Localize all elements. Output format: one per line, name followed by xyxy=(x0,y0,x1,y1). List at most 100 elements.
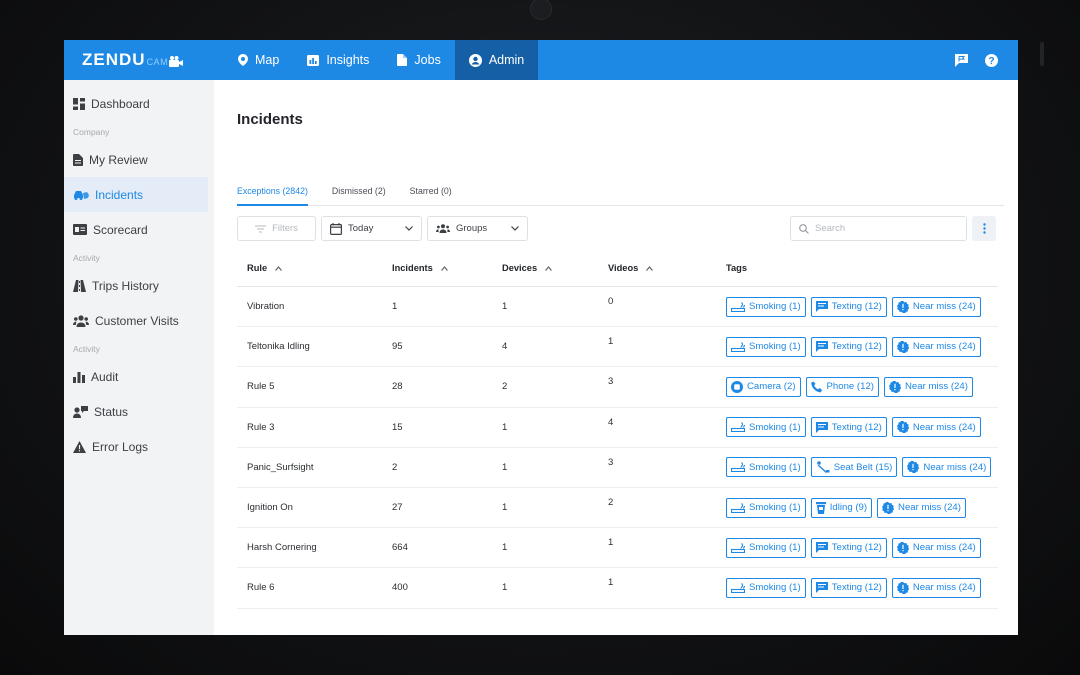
groups-select[interactable]: Groups xyxy=(427,216,528,241)
column-header-videos[interactable]: Videos xyxy=(608,263,726,273)
main-content: Incidents Exceptions (2842) Dismissed (2… xyxy=(237,80,1004,635)
tag-chip[interactable]: Smoking (1) xyxy=(726,296,806,317)
tag-label: Smoking (1) xyxy=(749,301,801,313)
nav-insights[interactable]: Insights xyxy=(293,40,383,80)
smoking-icon xyxy=(731,301,745,312)
app-logo[interactable]: ZENDU CAM xyxy=(64,40,224,80)
column-header-devices[interactable]: Devices xyxy=(502,263,608,273)
logo-brand-text: ZENDU xyxy=(82,50,146,69)
tag-chip[interactable]: Smoking (1) xyxy=(726,497,806,518)
column-header-label: Rule xyxy=(247,263,268,273)
date-range-select[interactable]: Today xyxy=(321,216,422,241)
tag-chip[interactable]: Near miss (24) xyxy=(891,577,981,598)
tag-chip[interactable]: Smoking (1) xyxy=(726,417,806,438)
texting-icon xyxy=(815,421,828,433)
incidents-cell: 28 xyxy=(392,381,403,393)
tag-chip[interactable]: Texting (12) xyxy=(810,336,887,357)
filters-button[interactable]: Filters xyxy=(237,216,316,241)
videos-cell: 4 xyxy=(608,416,614,428)
table-row[interactable]: Teltonika Idling 95 4 1 Smoking (1) Texting (… xyxy=(237,327,998,368)
tag-chip[interactable]: Texting (12) xyxy=(810,296,887,317)
page-title: Incidents xyxy=(237,111,303,128)
smoking-icon xyxy=(731,582,745,593)
help-button[interactable]: ? xyxy=(976,40,1006,80)
sidebar-item-label: Dashboard xyxy=(91,96,150,111)
tag-chip[interactable]: Texting (12) xyxy=(810,577,887,598)
sidebar: Dashboard Company My Review Incidents Sc… xyxy=(64,80,214,635)
tag-label: Smoking (1) xyxy=(749,421,801,433)
tags-cell: Smoking (1) Texting (12) Near miss (24) xyxy=(726,537,998,558)
seat-belt-icon xyxy=(816,461,830,474)
tab-exceptions[interactable]: Exceptions (2842) xyxy=(237,184,308,206)
tags-cell: Smoking (1) Texting (12) Near miss (24) xyxy=(726,417,998,438)
table-row[interactable]: Harsh Cornering 664 1 1 Smoking (1) Texting (… xyxy=(237,528,998,569)
tag-chip[interactable]: Near miss (24) xyxy=(891,537,981,558)
videos-cell: 1 xyxy=(608,577,614,589)
tag-label: Near miss (24) xyxy=(923,461,987,473)
sidebar-item-my-review[interactable]: My Review xyxy=(64,142,214,177)
user-circle-icon xyxy=(468,53,482,67)
sidebar-item-dashboard[interactable]: Dashboard xyxy=(64,86,214,121)
nav-spacer xyxy=(538,40,946,80)
tag-label: Near miss (24) xyxy=(912,582,976,594)
sidebar-item-customer-visits[interactable]: Customer Visits xyxy=(64,303,214,338)
table-row[interactable]: Ignition On 27 1 2 Smoking (1) Idling (9) Near… xyxy=(237,488,998,529)
tag-chip[interactable]: Near miss (24) xyxy=(891,417,981,438)
column-header-incidents[interactable]: Incidents xyxy=(392,263,502,273)
tag-chip[interactable]: Near miss (24) xyxy=(877,497,966,518)
tag-label: Texting (12) xyxy=(831,542,882,554)
tag-chip[interactable]: Texting (12) xyxy=(810,417,887,438)
sidebar-item-incidents[interactable]: Incidents xyxy=(64,177,208,212)
nav-jobs-label: Jobs xyxy=(414,53,441,67)
search-input[interactable]: Search xyxy=(790,216,967,241)
bar-chart-icon xyxy=(307,54,320,66)
tag-chip[interactable]: Smoking (1) xyxy=(726,577,806,598)
help-icon: ? xyxy=(984,53,998,67)
table-row[interactable]: Rule 5 28 2 3 Camera (2) Phone (12) Near miss … xyxy=(237,367,998,408)
tags-cell: Smoking (1) Texting (12) Near miss (24) xyxy=(726,336,998,357)
table-row[interactable]: Vibration 1 1 0 Smoking (1) Texting (12) Near … xyxy=(237,287,998,328)
texting-icon xyxy=(815,542,828,554)
tag-chip[interactable]: Near miss (24) xyxy=(891,336,981,357)
sidebar-item-status[interactable]: Status xyxy=(64,394,214,429)
tag-chip[interactable]: Near miss (24) xyxy=(891,296,981,317)
tag-chip[interactable]: Texting (12) xyxy=(810,537,887,558)
tag-chip[interactable]: Near miss (24) xyxy=(902,457,992,478)
tag-chip[interactable]: Smoking (1) xyxy=(726,457,806,478)
devices-cell: 2 xyxy=(502,381,508,393)
car-crash-icon xyxy=(74,190,89,200)
table-row[interactable]: Rule 3 15 1 4 Smoking (1) Texting (12) Near mi… xyxy=(237,408,998,448)
table-row[interactable]: Panic_Surfsight 2 1 3 Smoking (1) Seat Belt (… xyxy=(237,448,998,488)
column-header-rule[interactable]: Rule xyxy=(237,263,392,273)
table-row[interactable]: Rule 6 400 1 1 Smoking (1) Texting (12) Near m… xyxy=(237,568,998,609)
nav-jobs[interactable]: Jobs xyxy=(383,40,454,80)
nav-map[interactable]: Map xyxy=(224,40,293,80)
more-options-button[interactable] xyxy=(972,216,996,241)
tag-chip[interactable]: Seat Belt (15) xyxy=(810,457,898,478)
chevron-down-icon xyxy=(511,226,519,231)
tag-chip[interactable]: Idling (9) xyxy=(810,497,873,518)
sidebar-section-company: Company xyxy=(73,126,110,137)
tag-chip[interactable]: Camera (2) xyxy=(726,376,801,397)
sidebar-item-error-logs[interactable]: Error Logs xyxy=(64,429,214,464)
sidebar-item-audit[interactable]: Audit xyxy=(64,359,214,394)
tag-chip[interactable]: Smoking (1) xyxy=(726,336,806,357)
sidebar-item-label: Status xyxy=(94,404,129,419)
nav-admin[interactable]: Admin xyxy=(454,40,539,80)
alert-badge-icon xyxy=(896,541,909,554)
nav-map-label: Map xyxy=(255,53,280,67)
filter-lines-icon xyxy=(255,225,267,232)
tag-chip[interactable]: Near miss (24) xyxy=(883,376,973,397)
sidebar-item-trips-history[interactable]: Trips History xyxy=(64,268,214,303)
feedback-button[interactable] xyxy=(946,40,976,80)
tag-chip[interactable]: Phone (12) xyxy=(805,376,879,397)
column-header-label: Videos xyxy=(608,263,639,273)
tag-chip[interactable]: Smoking (1) xyxy=(726,537,806,558)
tag-label: Smoking (1) xyxy=(749,502,801,514)
tags-cell: Camera (2) Phone (12) Near miss (24) xyxy=(726,376,998,397)
sidebar-item-label: Customer Visits xyxy=(95,313,179,328)
tab-starred[interactable]: Starred (0) xyxy=(409,186,452,196)
logo-sub-text: CAM xyxy=(146,57,169,67)
sidebar-item-scorecard[interactable]: Scorecard xyxy=(64,212,214,247)
tab-dismissed[interactable]: Dismissed (2) xyxy=(331,186,386,196)
